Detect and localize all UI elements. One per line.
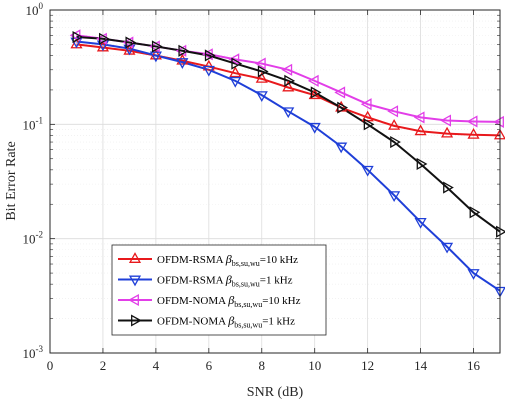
series-3-point <box>360 98 372 111</box>
series-4-point <box>337 101 349 114</box>
series-1-point <box>467 127 480 139</box>
legend-marker <box>128 275 142 287</box>
legend-marker <box>128 252 142 263</box>
series-3-point <box>466 115 478 128</box>
series-3-point <box>334 86 346 99</box>
legend-entry-4: OFDM-NOMA βbs,su,wu=1 kHz <box>118 314 295 330</box>
series-2-point <box>96 40 110 52</box>
series-2-point <box>388 191 401 203</box>
series-1-point <box>255 72 268 83</box>
y-tick-label: 10-2 <box>23 230 44 247</box>
series-2-point <box>335 142 348 154</box>
series-2-point <box>414 218 427 229</box>
series-4-point <box>125 36 137 49</box>
series-1-point <box>202 59 215 71</box>
series-lines <box>76 34 501 292</box>
series-2-point <box>440 242 454 254</box>
series-2-point <box>467 269 480 280</box>
legend-label: OFDM-NOMA βbs,su,wu=10 kHz <box>157 293 301 309</box>
series-2-point <box>229 76 242 88</box>
y-tick-label: 10-3 <box>23 344 44 361</box>
y-tick-label: 10-1 <box>23 115 44 132</box>
plot-frame <box>49 9 501 354</box>
legend-marker <box>128 293 139 307</box>
x-tick-labels: 0 2 4 6 8 10 12 14 16 <box>47 358 481 373</box>
series-4-point <box>178 44 190 57</box>
series-4-point <box>416 157 428 171</box>
series-4-point <box>257 65 269 78</box>
y-tick-label: 100 <box>26 1 44 18</box>
x-tick-label: 14 <box>414 358 428 373</box>
series-4-point <box>443 181 454 194</box>
series-4-point <box>496 225 505 238</box>
series-3-point <box>122 36 134 49</box>
series-4-point <box>151 40 163 53</box>
series-2-point <box>361 165 374 177</box>
series-1-point <box>176 53 189 65</box>
legend-label: OFDM-NOMA βbs,su,wu=1 kHz <box>157 314 295 330</box>
series-3-point <box>413 111 425 124</box>
legend-entry-3: OFDM-NOMA βbs,su,wu=10 kHz <box>118 293 301 309</box>
legend-entry-1: OFDM-RSMA βbs,su,wu=10 kHz <box>118 252 298 268</box>
legend-label: OFDM-RSMA βbs,su,wu=10 kHz <box>157 252 298 268</box>
x-tick-label: 12 <box>361 358 374 373</box>
series-4-point <box>284 74 296 87</box>
series-3-point <box>440 114 452 127</box>
series-4-point <box>98 32 110 45</box>
x-tick-label: 6 <box>206 358 213 373</box>
series-3-point <box>254 57 266 70</box>
series-2-point <box>308 122 321 134</box>
series-4-point <box>469 206 481 219</box>
x-tick-label: 16 <box>467 358 481 373</box>
series-2-point <box>176 58 189 69</box>
series-2-point <box>255 91 268 102</box>
x-tick-label: 4 <box>153 358 160 373</box>
y-tick-labels: 10-3 10-2 10-1 100 <box>23 1 44 361</box>
series-4-point <box>231 57 243 70</box>
x-tick-label: 2 <box>100 358 107 373</box>
series-4-point <box>310 86 322 99</box>
series-4-point <box>72 30 84 44</box>
series-3-point <box>281 63 293 76</box>
series-4-point <box>204 49 216 62</box>
series-3-point <box>96 32 107 45</box>
series-line-2 <box>76 40 501 292</box>
x-axis-label: SNR (dB) <box>247 385 304 400</box>
legend-marker <box>131 314 142 327</box>
series-1-point <box>414 124 427 136</box>
axis-ticks <box>49 9 500 354</box>
x-tick-label: 10 <box>308 358 321 373</box>
y-axis-label: Bit Error Rate <box>4 141 19 220</box>
x-tick-label: 0 <box>47 358 54 373</box>
legend-label: OFDM-RSMA βbs,su,wu=1 kHz <box>157 273 293 289</box>
series-3-point <box>175 44 187 57</box>
series-4-point <box>363 118 375 131</box>
legend-entry-2: OFDM-RSMA βbs,su,wu=1 kHz <box>118 273 293 289</box>
series-3-point <box>307 74 319 87</box>
legend: OFDM-RSMA βbs,su,wu=10 kHz OFDM-RSMA βbs,… <box>111 244 327 336</box>
series-1-point <box>440 126 454 138</box>
series-markers <box>69 29 505 298</box>
series-3-point <box>149 40 160 53</box>
series-2-point <box>282 107 295 119</box>
series-1-point <box>149 48 162 60</box>
series-1-point <box>229 66 242 78</box>
x-tick-label: 8 <box>259 358 266 373</box>
series-3-point <box>387 105 399 118</box>
series-2-point <box>202 65 215 77</box>
series-1-point <box>282 80 295 92</box>
series-1-point <box>388 119 401 130</box>
series-4-point <box>390 135 401 149</box>
series-2-point <box>149 51 162 63</box>
series-3-point <box>228 53 240 66</box>
